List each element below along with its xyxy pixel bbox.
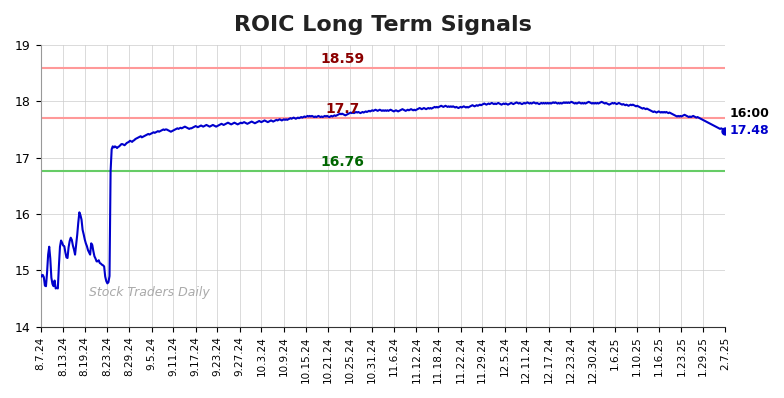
Text: 17.7: 17.7 (325, 102, 360, 116)
Text: 17.48: 17.48 (730, 124, 769, 137)
Text: 16.76: 16.76 (321, 155, 365, 169)
Title: ROIC Long Term Signals: ROIC Long Term Signals (234, 15, 532, 35)
Text: 18.59: 18.59 (321, 52, 365, 66)
Text: Stock Traders Daily: Stock Traders Daily (89, 286, 209, 298)
Text: 16:00: 16:00 (730, 107, 769, 121)
